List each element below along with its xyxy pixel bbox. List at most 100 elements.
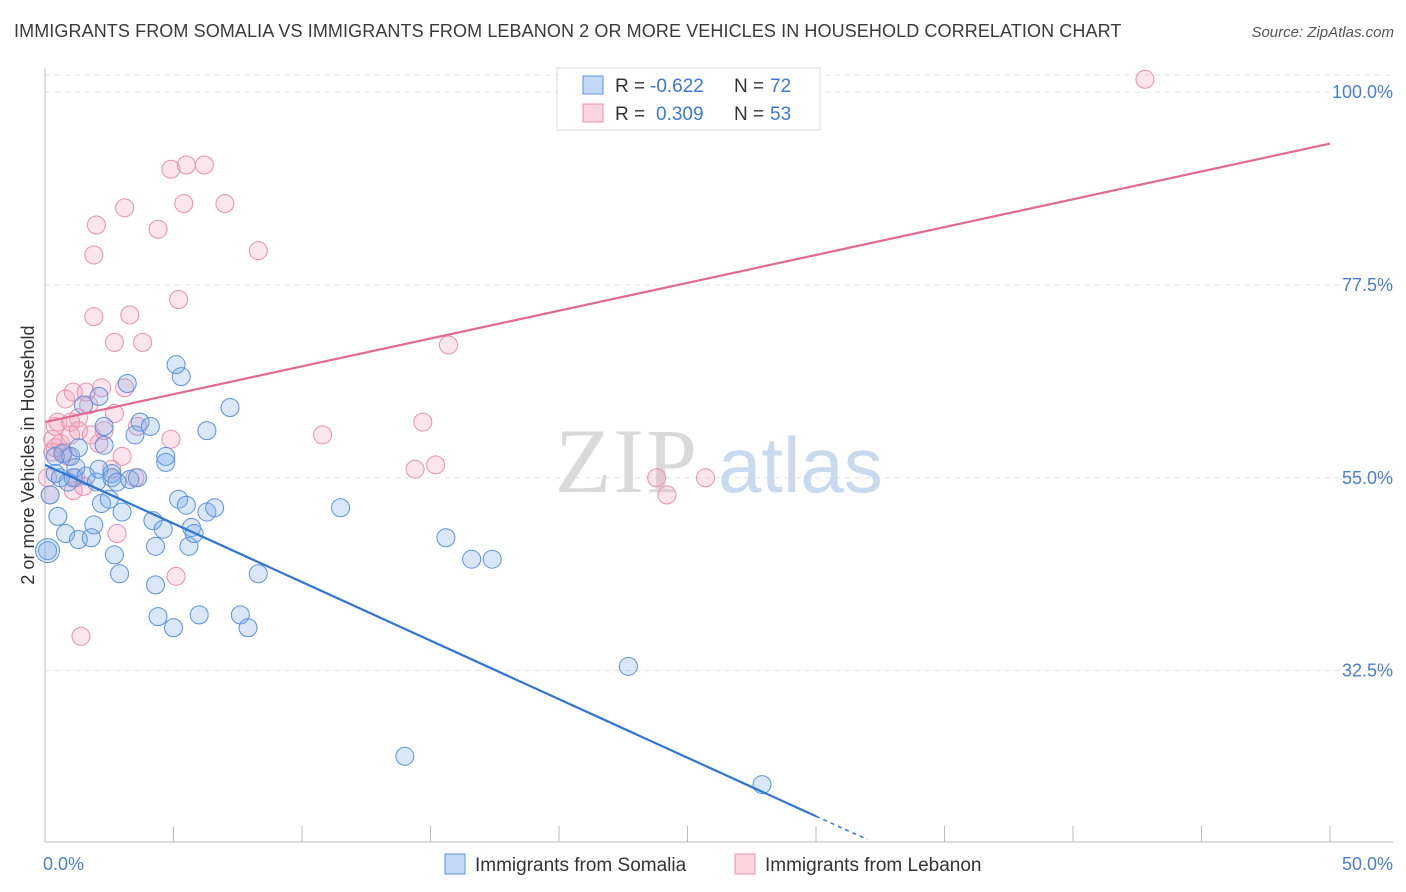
lebanon-point [112, 446, 132, 466]
stats-n-label-lebanon: N = [734, 104, 764, 125]
somalia-point [38, 541, 58, 561]
stats-r-value-lebanon: 0.309 [656, 104, 704, 125]
somalia-point [179, 536, 199, 556]
lebanon-point [194, 155, 214, 175]
stats-r-label-somalia: R = [615, 76, 645, 97]
y-tick-label: 100.0% [1332, 82, 1393, 102]
somalia-point [112, 502, 132, 522]
source-credit: Source: ZipAtlas.com [1251, 24, 1394, 41]
somalia-point [117, 374, 137, 394]
somalia-point [164, 618, 183, 638]
lebanon-point [313, 425, 333, 445]
stats-swatch-lebanon [582, 103, 604, 123]
somalia-point [146, 575, 166, 595]
lebanon-point [438, 335, 458, 355]
lebanon-point [115, 198, 135, 218]
stats-n-label-somalia: N = [734, 76, 764, 97]
legend-swatch-lebanon [734, 853, 756, 875]
x-tick-label-max: 50.0% [1342, 854, 1393, 874]
watermark-atlas: atlas [718, 421, 883, 509]
lebanon-point [215, 194, 235, 214]
somalia-point [146, 536, 166, 556]
somalia-point [84, 515, 104, 535]
watermark-zip: ZIP [555, 410, 699, 512]
somalia-point [153, 519, 173, 539]
lebanon-point [1135, 69, 1155, 89]
lebanon-point [148, 219, 168, 239]
somalia-point [482, 549, 502, 569]
lebanon-point [71, 626, 91, 646]
lebanon-point [166, 566, 186, 586]
somalia-point [45, 446, 65, 466]
somalia-point [110, 564, 130, 584]
chart-title: IMMIGRANTS FROM SOMALIA VS IMMIGRANTS FR… [14, 21, 1122, 41]
somalia-point [205, 498, 225, 518]
somalia-point [220, 398, 240, 418]
lebanon-point [413, 412, 433, 432]
lebanon-point [405, 459, 425, 479]
stats-n-value-somalia: 72 [770, 76, 791, 97]
grid-lines [45, 74, 1393, 672]
lebanon-point [161, 159, 181, 179]
lebanon-point [647, 468, 667, 488]
somalia-point [120, 469, 140, 489]
lebanon-point [174, 194, 194, 214]
y-axis-title: 2 or more Vehicles in Household [18, 325, 38, 584]
somalia-point [197, 421, 217, 441]
lebanon-point [84, 307, 104, 327]
somalia-trend-extension [815, 815, 868, 841]
somalia-point [56, 523, 76, 543]
somalia-point [130, 412, 150, 432]
lebanon-point [133, 332, 153, 352]
lebanon-point [104, 332, 124, 352]
lebanon-point [86, 215, 106, 235]
somalia-point [48, 506, 68, 526]
lebanon-point [68, 421, 88, 441]
trend-lines [44, 142, 1331, 841]
somalia-point [156, 446, 176, 466]
somalia-point [35, 538, 61, 564]
somalia-point [94, 416, 114, 436]
somalia-point [140, 416, 160, 436]
lebanon-point [169, 290, 189, 310]
somalia-point [169, 489, 189, 509]
x-tick-label-min: 0.0% [43, 854, 84, 874]
somalia-point [94, 435, 114, 455]
watermark: ZIP atlas [555, 410, 883, 512]
y-tick-label: 32.5% [1342, 661, 1393, 681]
axes [44, 68, 1393, 843]
somalia-point [156, 452, 176, 472]
stats-r-value-somalia: -0.622 [650, 76, 704, 97]
legend-label-somalia: Immigrants from Somalia [475, 855, 687, 876]
somalia-point [238, 618, 258, 638]
y-tick-labels: 32.5% 55.0% 77.5% 100.0% [1332, 82, 1393, 680]
somalia-point [331, 498, 351, 518]
stats-swatch-somalia [582, 75, 604, 95]
stats-r-label-lebanon: R = [615, 104, 645, 125]
somalia-point [89, 386, 109, 406]
legend-swatch-somalia [444, 853, 466, 875]
lebanon-point [161, 429, 181, 449]
stats-n-value-lebanon: 53 [770, 104, 791, 125]
somalia-point [462, 549, 482, 569]
somalia-point [189, 605, 209, 625]
lebanon-point [107, 523, 127, 543]
lebanon-point [248, 241, 268, 261]
somalia-point [148, 607, 168, 627]
lebanon-point [56, 389, 76, 409]
somalia-point [166, 355, 186, 375]
bottom-legend: Immigrants from Somalia Immigrants from … [444, 853, 982, 876]
somalia-point [68, 438, 88, 458]
y-tick-label: 77.5% [1342, 275, 1393, 295]
lebanon-point [695, 468, 715, 488]
somalia-point [395, 746, 415, 766]
somalia-point [436, 528, 456, 548]
lebanon-point [94, 421, 114, 441]
lebanon-point [176, 155, 196, 175]
lebanon-point [657, 485, 677, 505]
somalia-point [128, 468, 148, 488]
y-tick-label: 55.0% [1342, 468, 1393, 488]
somalia-point [104, 545, 124, 565]
data-points [35, 69, 1155, 795]
